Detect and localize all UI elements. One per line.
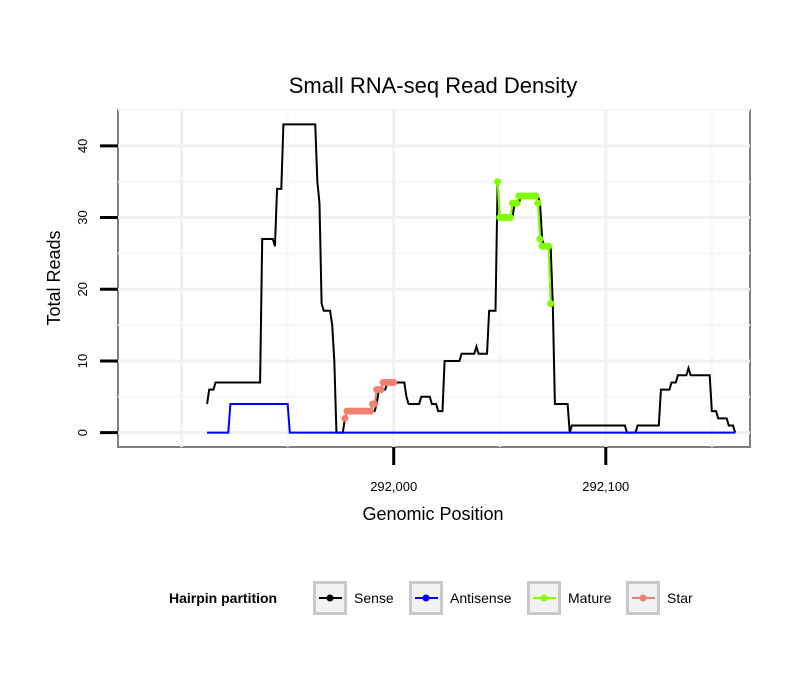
series-line-antisense — [207, 402, 736, 434]
legend-key-point-mature — [540, 594, 548, 602]
legend-key-point-star — [639, 594, 647, 602]
data-point-mature — [545, 242, 553, 250]
y-tick-label: 40 — [75, 139, 90, 153]
legend: Hairpin partition Sense Antisense Mature St… — [169, 581, 693, 615]
series-line-sense — [206, 123, 737, 434]
y-tick-label: 10 — [75, 354, 90, 368]
series-layer — [206, 123, 737, 434]
plot-panel — [117, 109, 751, 448]
chart-title: Small RNA-seq Read Density — [289, 73, 578, 98]
axis-ticks: 0 10 20 30 40 292,000 292,100 — [75, 139, 629, 494]
data-point-star — [341, 414, 349, 422]
data-point-star — [371, 400, 379, 408]
legend-label-antisense: Antisense — [450, 590, 512, 606]
data-point-mature — [513, 199, 521, 207]
legend-label-mature: Mature — [568, 590, 612, 606]
data-point-mature — [532, 192, 540, 200]
data-point-mature — [534, 199, 542, 207]
data-point-star — [377, 386, 385, 394]
legend-title: Hairpin partition — [169, 590, 277, 606]
data-point-mature — [536, 235, 544, 243]
x-tick-label: 292,000 — [370, 479, 417, 494]
data-point-mature — [506, 214, 514, 222]
grid-minor — [118, 109, 750, 447]
x-tick-label: 292,100 — [582, 479, 629, 494]
legend-label-star: Star — [667, 590, 693, 606]
data-point-star — [366, 407, 374, 415]
legend-key-point-sense — [326, 594, 334, 602]
legend-key-point-antisense — [422, 594, 430, 602]
data-point-mature — [547, 300, 555, 308]
legend-label-sense: Sense — [354, 590, 394, 606]
y-tick-label: 0 — [75, 429, 90, 436]
y-tick-label: 30 — [75, 210, 90, 224]
y-axis-title: Total Reads — [44, 230, 64, 325]
data-point-star — [390, 378, 398, 386]
y-tick-label: 20 — [75, 282, 90, 296]
x-axis-title: Genomic Position — [362, 504, 503, 524]
data-point-mature — [494, 178, 502, 186]
